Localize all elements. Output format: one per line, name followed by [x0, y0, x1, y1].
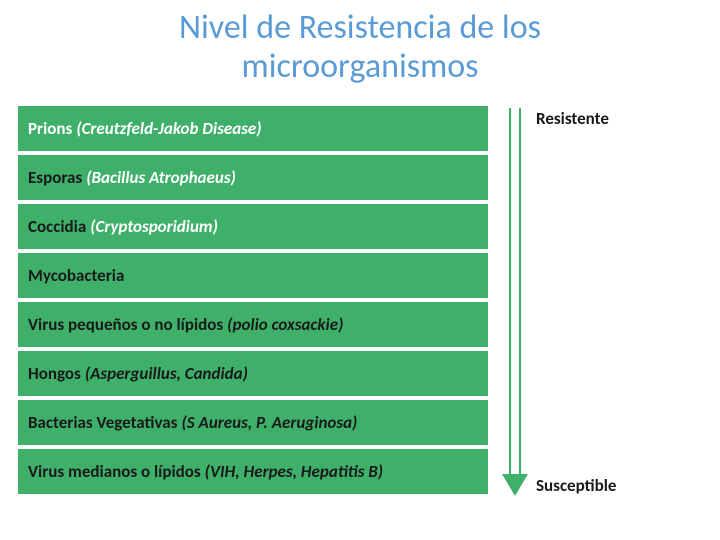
list-item-label: Virus medianos o lípidos [18, 461, 201, 482]
arrow-shaft [509, 108, 521, 474]
list-item: Bacterias Vegetativas(S Aureus, P. Aerug… [18, 400, 488, 445]
list-item-example: (S Aureus, P. Aeruginosa) [181, 412, 357, 433]
page-title: Nivel de Resistencia de los microorganis… [0, 0, 720, 86]
list-item: Virus pequeños o no lípidos(polio coxsac… [18, 302, 488, 347]
arrow-column: Resistente Susceptible [502, 106, 616, 498]
label-bottom: Susceptible [536, 475, 616, 496]
arrow [502, 108, 528, 496]
list-item-example: (Creutzfeld-Jakob Disease) [76, 118, 261, 139]
list-item-example: (VIH, Herpes, Hepatitis B) [205, 461, 383, 482]
arrow-head-icon [502, 474, 528, 496]
list-item-label: Esporas [18, 167, 82, 188]
list-item-example: (Asperguillus, Candida) [85, 363, 248, 384]
list-item-label: Mycobacteria [18, 265, 124, 286]
list-item: Coccidia(Cryptosporidium) [18, 204, 488, 249]
list-item-label: Bacterias Vegetativas [18, 412, 177, 433]
list-item-label: Virus pequeños o no lípidos [18, 314, 223, 335]
list-item-example: (Bacillus Atrophaeus) [86, 167, 236, 188]
list-item: Mycobacteria [18, 253, 488, 298]
content-area: Prions(Creutzfeld-Jakob Disease)Esporas(… [0, 86, 720, 498]
label-top: Resistente [536, 108, 616, 129]
resistance-list: Prions(Creutzfeld-Jakob Disease)Esporas(… [18, 106, 488, 498]
list-item: Esporas(Bacillus Atrophaeus) [18, 155, 488, 200]
title-line2: microorganismos [0, 47, 720, 86]
list-item-label: Prions [18, 118, 72, 139]
list-item: Prions(Creutzfeld-Jakob Disease) [18, 106, 488, 151]
list-item-example: (Cryptosporidium) [90, 216, 218, 237]
list-item-label: Coccidia [18, 216, 86, 237]
list-item: Virus medianos o lípidos(VIH, Herpes, He… [18, 449, 488, 494]
list-item-label: Hongos [18, 363, 81, 384]
title-line1: Nivel de Resistencia de los [0, 8, 720, 47]
list-item-example: (polio coxsackie) [227, 314, 343, 335]
arrow-labels: Resistente Susceptible [536, 108, 616, 496]
list-item: Hongos(Asperguillus, Candida) [18, 351, 488, 396]
